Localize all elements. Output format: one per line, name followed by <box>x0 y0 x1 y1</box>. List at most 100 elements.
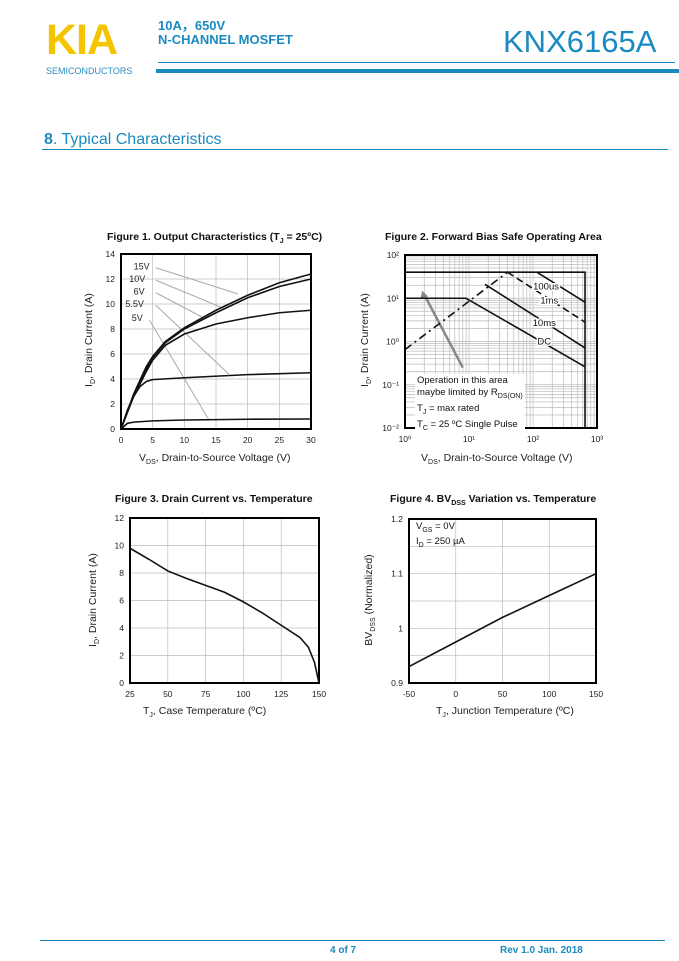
y-tick-label: 6 <box>110 349 115 359</box>
plot-frame <box>408 518 597 684</box>
spec-rating: 10A，650V <box>158 18 226 33</box>
kia-logo: KIA <box>46 16 118 64</box>
x-tick-label: 150 <box>589 689 603 699</box>
series-line-1ms <box>507 271 586 323</box>
x-tick-label: 25 <box>125 689 135 699</box>
x-tick-label: 150 <box>312 689 326 699</box>
figure-3-plot: 25 50 75 100 125 150 0 2 4 6 8 10 12 <box>115 513 327 699</box>
x-tick-label: 125 <box>274 689 288 699</box>
series-line-10ms <box>484 283 586 349</box>
x-tick-label: 100 <box>542 689 556 699</box>
series-line-6V <box>120 309 312 430</box>
leader-line <box>149 319 209 420</box>
figure-3-xlabel: TJ, Case Temperature (ºC) <box>143 705 267 720</box>
figure-1-xlabel: VDS, Drain-to-Source Voltage (V) <box>139 452 291 467</box>
header-thick-rule <box>156 69 679 73</box>
section-number: 8 <box>44 131 53 148</box>
x-tick-label: 100 <box>236 689 250 699</box>
y-tick-label: 14 <box>106 249 116 259</box>
x-tick-label: 75 <box>201 689 211 699</box>
x-tick-label: 25 <box>275 435 285 445</box>
y-tick-label: 2 <box>110 399 115 409</box>
y-tick-label: 2 <box>119 651 124 661</box>
y-tick-label: 6 <box>119 596 124 606</box>
section-rule <box>42 149 668 150</box>
y-tick-label: 1 <box>398 623 403 633</box>
x-tick-label: 10 <box>180 435 190 445</box>
x-tick-label: 10³ <box>591 434 603 444</box>
series-label: 15V <box>134 262 150 272</box>
figure-2-title: Figure 2. Forward Bias Safe Operating Ar… <box>385 231 602 243</box>
series-label: DC <box>537 337 551 348</box>
figure-4-xlabel: TJ, Junction Temperature (ºC) <box>436 705 574 720</box>
y-tick-label: 0 <box>110 424 115 434</box>
x-tick-label: 5 <box>150 435 155 445</box>
series-line <box>408 572 597 668</box>
leader-line <box>155 292 204 319</box>
section-title: . Typical Characteristics <box>52 131 222 148</box>
x-tick-label: 10¹ <box>463 434 475 444</box>
y-tick-label: 10⁻² <box>382 423 399 433</box>
series-label: 6V <box>134 287 145 297</box>
series-line-DC <box>405 297 586 368</box>
series-line-10V <box>120 278 312 430</box>
y-tick-label: 0 <box>119 678 124 688</box>
figure-2-plot: 10⁰ 10¹ 10² 10³ 10⁻² 10⁻¹ 10⁰ 10¹ 10² 100us 1ms 10m… <box>382 250 603 444</box>
series-label: 1ms <box>540 296 558 307</box>
series-label: 100us <box>533 281 559 292</box>
series-label: 5V <box>132 313 143 323</box>
figure-1-title: Figure 1. Output Characteristics (TJ = 2… <box>107 231 323 246</box>
x-tick-label: 0 <box>119 435 124 445</box>
y-tick-label: 10⁰ <box>386 337 399 347</box>
x-tick-label: 30 <box>306 435 316 445</box>
leader-line <box>155 279 223 309</box>
y-tick-label: 8 <box>119 568 124 578</box>
y-tick-label: 10 <box>106 299 116 309</box>
section-heading: 8. Typical Characteristics <box>44 131 222 149</box>
plot-frame <box>129 517 320 684</box>
figure-1-plot: 0 5 10 15 20 25 30 0 2 4 6 8 10 12 14 15V 10V 6V 5.5V 5V <box>106 249 316 445</box>
y-tick-label: 1.2 <box>391 514 403 524</box>
leader-line <box>155 267 239 295</box>
series-label: 10ms <box>533 318 556 329</box>
series-label: 5.5V <box>125 299 144 309</box>
x-tick-label: 20 <box>243 435 253 445</box>
figure-2-xlabel: VDS, Drain-to-Source Voltage (V) <box>421 452 573 467</box>
arrow-shaft <box>422 292 464 369</box>
x-tick-label: 15 <box>211 435 221 445</box>
series-line-5V <box>120 418 312 430</box>
plot-frame <box>120 253 312 430</box>
series-line-15V <box>120 273 312 430</box>
y-tick-label: 10 <box>115 541 125 551</box>
y-tick-label: 10¹ <box>387 293 399 303</box>
figure-2-annotation: Operation in this area maybe limited by … <box>415 374 525 436</box>
y-tick-label: 10⁻¹ <box>382 380 399 390</box>
x-tick-label: 50 <box>498 689 508 699</box>
logo-subtitle: SEMICONDUCTORS <box>46 66 133 76</box>
figure-4-plot: -50 0 50 100 150 0.9 1 1.1 1.2 <box>391 514 603 699</box>
series-line <box>404 271 509 351</box>
series-line <box>405 271 586 428</box>
y-tick-label: 10² <box>387 250 399 260</box>
arrow-head-icon <box>420 290 429 299</box>
x-tick-label: -50 <box>403 689 416 699</box>
y-tick-label: 12 <box>106 274 116 284</box>
series-line-5.5V <box>120 371 312 430</box>
leader-line <box>155 304 230 375</box>
series-line-100us <box>536 271 586 303</box>
figure-3-title: Figure 3. Drain Current vs. Temperature <box>115 493 313 505</box>
y-tick-label: 4 <box>110 374 115 384</box>
x-tick-label: 50 <box>163 689 173 699</box>
footer-rule <box>40 940 665 941</box>
series-label: 10V <box>129 274 145 284</box>
x-tick-label: 10² <box>527 434 539 444</box>
device-type: N-CHANNEL MOSFET <box>158 32 293 47</box>
x-tick-label: 0 <box>453 689 458 699</box>
revision: Rev 1.0 Jan. 2018 <box>500 945 583 956</box>
y-tick-label: 4 <box>119 623 124 633</box>
x-tick-label: 10⁰ <box>399 434 412 444</box>
figure-4-title: Figure 4. BVDSS Variation vs. Temperatur… <box>390 493 597 508</box>
series-line <box>129 547 320 684</box>
